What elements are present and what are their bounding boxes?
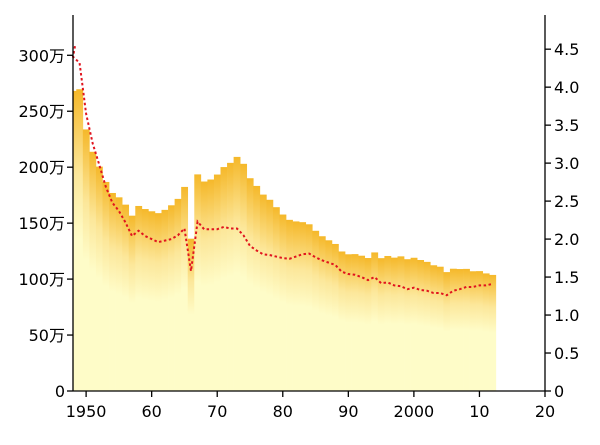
y-tick-label: 150万 xyxy=(18,214,65,233)
bar-1970 xyxy=(213,174,221,391)
bar-1986 xyxy=(318,236,326,391)
y-tick-label: 250万 xyxy=(18,102,65,121)
bar-1993 xyxy=(364,258,372,391)
bar-1962 xyxy=(161,209,169,391)
x-tick-label: 90 xyxy=(338,402,358,421)
bar-2004 xyxy=(436,266,444,391)
bar-1984 xyxy=(305,224,313,391)
y2-tick-label: 2.0 xyxy=(554,230,579,249)
bar-1955 xyxy=(115,197,123,391)
bar-1992 xyxy=(358,255,366,391)
y-tick-label: 100万 xyxy=(18,270,65,289)
bar-1967 xyxy=(194,174,202,391)
bar-1969 xyxy=(207,179,215,391)
y2-tick-label: 3.0 xyxy=(554,154,579,173)
bar-1965 xyxy=(181,186,189,391)
bar-1959 xyxy=(141,209,149,391)
bar-1987 xyxy=(325,240,333,391)
bar-1974 xyxy=(240,163,248,391)
bar-1991 xyxy=(351,254,359,391)
bar-2003 xyxy=(430,265,438,391)
bar-1971 xyxy=(220,167,228,391)
bar-1998 xyxy=(397,256,405,391)
bar-1981 xyxy=(286,219,293,391)
bar-1952 xyxy=(95,166,103,391)
x-tick-label: 80 xyxy=(273,402,293,421)
bar-1966 xyxy=(187,238,195,391)
x-tick-label: 10 xyxy=(469,402,489,421)
bar-1957 xyxy=(128,215,136,391)
y-tick-label: 50万 xyxy=(29,326,65,345)
fertility-rate-line xyxy=(71,45,493,297)
x-tick-label: 20 xyxy=(535,402,555,421)
bar-2005 xyxy=(443,272,451,391)
y2-tick-label: 3.5 xyxy=(554,116,579,135)
y2-tick-label: 1.0 xyxy=(554,306,579,325)
bar-2012 xyxy=(489,274,497,391)
y2-tick-label: 1.5 xyxy=(554,268,579,287)
y-tick-label: 0 xyxy=(55,382,65,401)
bar-1972 xyxy=(227,162,234,391)
bar-1954 xyxy=(109,192,116,391)
bar-2010 xyxy=(476,271,484,391)
x-tick-label: 70 xyxy=(207,402,227,421)
bar-2000 xyxy=(410,257,418,391)
bar-1985 xyxy=(312,230,320,391)
bar-1950 xyxy=(82,129,90,392)
y2-tick-label: 4.5 xyxy=(554,40,579,59)
x-tick-label: 1950 xyxy=(66,402,107,421)
bar-1968 xyxy=(200,181,208,391)
bar-1982 xyxy=(292,221,300,391)
bar-1977 xyxy=(259,194,267,391)
y2-tick-label: 0 xyxy=(554,382,564,401)
bar-1963 xyxy=(168,205,175,391)
bar-2006 xyxy=(449,268,457,391)
bar-1983 xyxy=(299,222,307,391)
bar-1999 xyxy=(404,259,411,391)
bar-1975 xyxy=(246,178,254,391)
bar-2011 xyxy=(482,273,490,391)
bar-2002 xyxy=(423,261,431,391)
bar-1948 xyxy=(73,90,77,391)
bar-1995 xyxy=(377,258,385,391)
bar-1953 xyxy=(102,181,110,391)
x-tick-label: 60 xyxy=(141,402,161,421)
bar-1979 xyxy=(272,207,280,391)
bar-1994 xyxy=(371,252,379,391)
bar-1996 xyxy=(384,255,392,391)
bar-1997 xyxy=(390,257,398,391)
bar-1958 xyxy=(135,205,143,391)
bar-1961 xyxy=(154,213,162,391)
bar-2001 xyxy=(417,260,425,391)
y-tick-label: 300万 xyxy=(18,46,65,65)
x-tick-label: 2000 xyxy=(394,402,435,421)
bar-1980 xyxy=(279,214,287,391)
bar-1956 xyxy=(122,204,130,391)
bar-2007 xyxy=(456,269,464,391)
bar-1964 xyxy=(174,198,182,391)
y2-tick-label: 2.5 xyxy=(554,192,579,211)
bar-1960 xyxy=(148,211,156,391)
x-axis-ticks: 1950 60 70 80 90 2000 10 20 xyxy=(66,391,555,421)
bar-1973 xyxy=(233,156,241,391)
bar-1989 xyxy=(338,251,346,391)
bar-1990 xyxy=(345,254,352,391)
y2-tick-label: 0.5 xyxy=(554,344,579,363)
bar-2009 xyxy=(469,271,477,391)
left-axis-ticks: 0 50万 100万 150万 200万 250万 300万 xyxy=(18,46,73,401)
bar-1976 xyxy=(253,185,261,391)
births-bars xyxy=(73,89,497,392)
y2-tick-label: 4.0 xyxy=(554,78,579,97)
bar-1949 xyxy=(76,89,84,391)
bar-1951 xyxy=(89,151,97,391)
y-tick-label: 200万 xyxy=(18,158,65,177)
bar-2008 xyxy=(463,268,470,391)
bar-1978 xyxy=(266,199,274,391)
right-axis-ticks: 0 0.5 1.0 1.5 2.0 2.5 3.0 3.5 4.0 4.5 xyxy=(545,40,579,401)
bar-1988 xyxy=(331,243,339,391)
